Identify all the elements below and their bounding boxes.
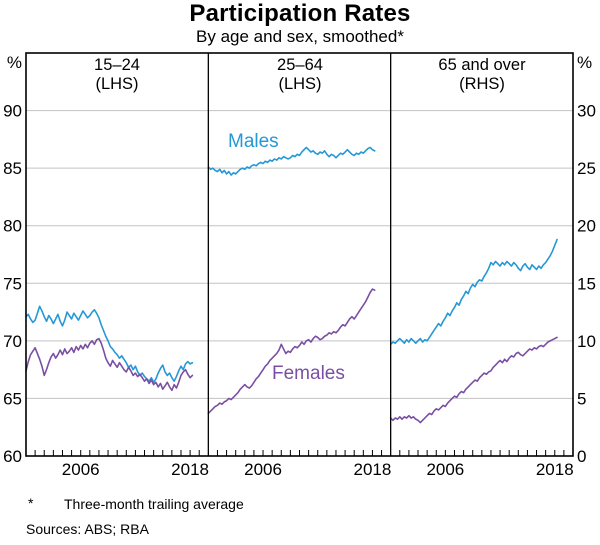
svg-text:60: 60: [3, 447, 22, 466]
males-series-label: Males: [228, 131, 279, 152]
svg-text:80: 80: [3, 217, 22, 236]
svg-text:10: 10: [577, 332, 596, 351]
svg-text:30: 30: [577, 102, 596, 121]
left-axis-unit-label: %: [6, 53, 22, 72]
panel-axis-label: (LHS): [278, 75, 322, 93]
panel-axis-label: (RHS): [459, 75, 505, 93]
svg-text:5: 5: [577, 389, 586, 408]
chart-subtitle: By age and sex, smoothed*: [196, 27, 404, 46]
svg-text:90: 90: [3, 102, 22, 121]
chart-title: Participation Rates: [189, 0, 411, 27]
panel-age-label: 15–24: [94, 56, 140, 74]
right-axis-unit-label: %: [577, 53, 593, 72]
panel-age-label: 65 and over: [438, 56, 526, 74]
svg-text:2006: 2006: [62, 460, 100, 479]
panel-age-label: 25–64: [277, 56, 323, 74]
panel-header-25-64: 25–64 (LHS): [210, 56, 390, 94]
svg-text:85: 85: [3, 159, 22, 178]
svg-text:70: 70: [3, 332, 22, 351]
svg-text:2006: 2006: [426, 460, 464, 479]
footnote-text: Three-month trailing average: [64, 496, 244, 512]
svg-text:2006: 2006: [244, 460, 282, 479]
svg-text:2018: 2018: [171, 460, 209, 479]
panel-header-15-24: 15–24 (LHS): [27, 56, 207, 94]
panel-header-65-over: 65 and over (RHS): [392, 56, 572, 94]
svg-text:75: 75: [3, 274, 22, 293]
svg-text:0: 0: [577, 447, 586, 466]
footnote-marker: *: [28, 495, 34, 511]
panel-axis-label: (LHS): [95, 75, 139, 93]
svg-text:20: 20: [577, 217, 596, 236]
sources-line: Sources: ABS; RBA: [26, 521, 149, 537]
svg-text:15: 15: [577, 274, 596, 293]
females-series-label: Females: [272, 363, 345, 384]
svg-text:25: 25: [577, 159, 596, 178]
svg-text:2018: 2018: [354, 460, 392, 479]
svg-text:2018: 2018: [536, 460, 574, 479]
svg-text:65: 65: [3, 389, 22, 408]
